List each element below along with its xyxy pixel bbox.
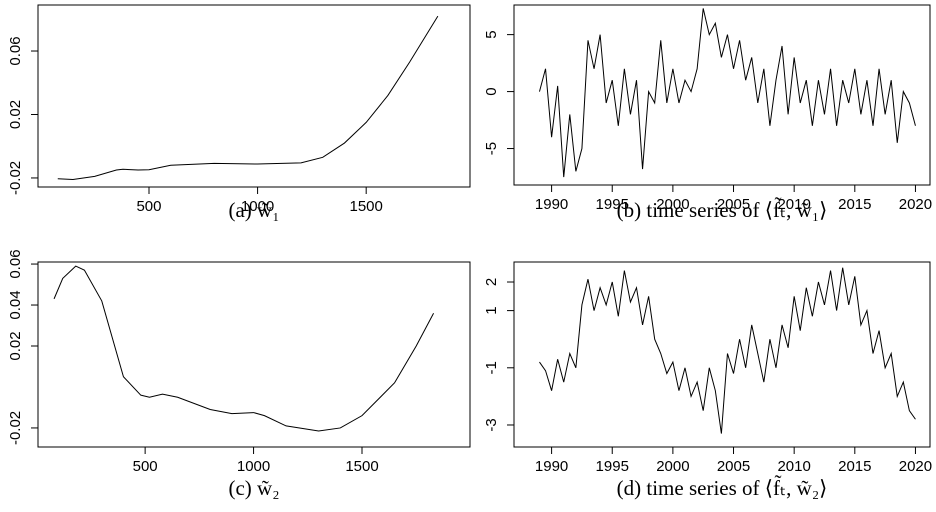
y-tick-label: 0.06 <box>7 249 24 278</box>
y-tick-label: 1 <box>483 306 500 314</box>
x-tick-label: 1990 <box>535 458 568 475</box>
series-line <box>53 265 435 432</box>
x-tick-label: 2000 <box>656 196 689 213</box>
panel: 500 1000 1500 -0.02 0.02 0.04 0.06 (c) w̃₂ <box>7 249 471 500</box>
y-tick-label: 5 <box>483 30 500 38</box>
x-tick-label: 2015 <box>838 196 871 213</box>
y-tick-label: -0.02 <box>7 161 24 195</box>
x-tick-label: 1995 <box>596 196 629 213</box>
y-tick-label: -5 <box>483 142 500 155</box>
x-tick-label: 2020 <box>899 196 932 213</box>
x-tick-label: 1500 <box>349 198 382 215</box>
panel: 1990 1995 2000 2005 2010 2015 2020 -3 -1 1 2 (d) ti… <box>483 261 932 500</box>
x-tick-label: 2010 <box>777 458 810 475</box>
plot-frame <box>513 261 931 448</box>
y-tick-label: 2 <box>483 278 500 286</box>
caption: (a) w̃₁ <box>228 198 279 222</box>
x-tick-label: 2010 <box>777 196 810 213</box>
panel: 1990 1995 2000 2005 2010 2015 2020 -5 0 5 (b) time… <box>483 4 932 222</box>
x-tick-label: 2015 <box>838 458 871 475</box>
caption: (b) time series of ⟨f̃ₜ, w̃₁⟩ <box>617 197 828 222</box>
y-tick-label: -3 <box>483 418 500 431</box>
series-line <box>538 8 916 178</box>
y-tick-label: -1 <box>483 361 500 374</box>
y-tick-label: 0.02 <box>7 100 24 129</box>
x-tick-label: 2020 <box>899 458 932 475</box>
plot-frame <box>513 4 931 186</box>
panel: 500 1000 1500 -0.02 0.02 0.06 (a) w̃₁ <box>7 4 471 222</box>
x-tick-label: 1500 <box>345 458 378 475</box>
y-tick-label: 0.02 <box>7 331 24 360</box>
x-tick-label: 1000 <box>237 458 270 475</box>
x-tick-label: 500 <box>133 458 158 475</box>
x-tick-label: 1995 <box>596 458 629 475</box>
y-tick-label: -0.02 <box>7 411 24 445</box>
caption: (d) time series of ⟨f̃ₜ, w̃₂⟩ <box>617 475 828 500</box>
x-tick-label: 500 <box>136 198 161 215</box>
series-line <box>57 15 439 181</box>
y-tick-label: 0.06 <box>7 36 24 65</box>
x-tick-label: 2005 <box>717 458 750 475</box>
x-tick-label: 2005 <box>717 196 750 213</box>
x-tick-label: 2000 <box>656 458 689 475</box>
y-tick-label: 0 <box>483 87 500 95</box>
caption: (c) w̃₂ <box>228 476 279 500</box>
plot-frame <box>37 4 471 188</box>
plot-frame <box>37 261 471 448</box>
x-tick-label: 1990 <box>535 196 568 213</box>
y-tick-label: 0.04 <box>7 290 24 319</box>
series-line <box>539 267 916 434</box>
x-tick-label: 1000 <box>241 198 274 215</box>
